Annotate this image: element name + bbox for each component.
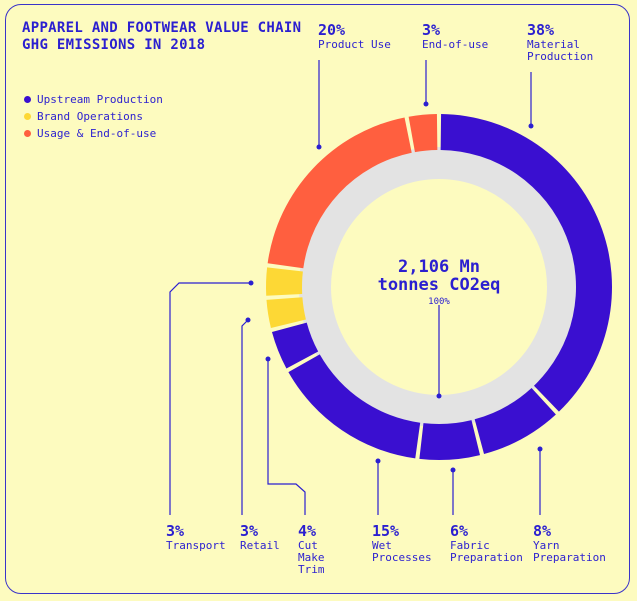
center-total: 2,106 Mn tonnes CO2eq 100% [339, 258, 539, 307]
label-product-use: 20% Product Use [318, 22, 391, 51]
name-yarn-preparation: Yarn Preparation [533, 539, 606, 564]
label-material-production: 38% Material Production [527, 22, 607, 63]
legend: Upstream Production Brand Operations Usa… [24, 91, 163, 142]
leader-transport [169, 282, 251, 515]
leader-retail-dot [245, 317, 251, 323]
name-fabric-preparation: Fabric Preparation [450, 539, 523, 564]
label-retail: 3% Retail [240, 523, 280, 552]
legend-label-upstream: Upstream Production [37, 93, 163, 106]
label-transport: 3% Transport [166, 523, 226, 552]
segment-transport [265, 267, 303, 296]
label-fabric-preparation: 6% Fabric Preparation [450, 523, 530, 564]
name-material-production: Material Production [527, 38, 594, 63]
leader-center-dot [436, 393, 442, 399]
leader-material-production-dot [528, 123, 534, 129]
pct-retail: 3% [240, 522, 259, 540]
legend-label-brand: Brand Operations [37, 110, 143, 123]
legend-item-brand: Brand Operations [24, 108, 163, 125]
name-cut-make-trim: Cut Make Trim [298, 539, 325, 576]
segment-material-production [440, 114, 612, 412]
leader-yarn-preparation-dot [537, 446, 543, 452]
pct-fabric-preparation: 6% [450, 522, 469, 540]
pct-product-use: 20% [318, 21, 346, 39]
legend-item-upstream: Upstream Production [24, 91, 163, 108]
legend-dot-brand [24, 113, 31, 120]
leader-cut-make-trim-dot [265, 356, 271, 362]
leader-end-of-use-dot [423, 101, 429, 107]
label-wet-processes: 15% Wet Processes [372, 523, 442, 564]
leader-fabric-preparation-dot [450, 467, 456, 473]
name-wet-processes: Wet Processes [372, 539, 432, 564]
label-yarn-preparation: 8% Yarn Preparation [533, 523, 618, 564]
leader-wet-processes-dot [375, 458, 381, 464]
label-end-of-use: 3% End-of-use [422, 22, 488, 51]
pct-end-of-use: 3% [422, 21, 441, 39]
chart-title: APPAREL AND FOOTWEAR VALUE CHAIN GHG EMI… [22, 20, 302, 53]
segment-fabric-preparation [419, 420, 481, 460]
legend-dot-usage [24, 130, 31, 137]
segment-product-use [267, 117, 412, 269]
pct-transport: 3% [166, 522, 185, 540]
center-sub: 100% [428, 297, 450, 307]
segment-yarn-preparation [474, 387, 556, 455]
pct-material-production: 38% [527, 21, 555, 39]
segment-end-of-use [408, 114, 438, 153]
name-product-use: Product Use [318, 38, 391, 51]
inner-ring [299, 147, 579, 427]
legend-dot-upstream [24, 96, 31, 103]
legend-item-usage: Usage & End-of-use [24, 125, 163, 142]
name-retail: Retail [240, 539, 280, 552]
name-end-of-use: End-of-use [422, 38, 489, 51]
name-transport: Transport [166, 539, 226, 552]
center-line2: tonnes CO2eq [377, 275, 501, 295]
leader-transport-dot [248, 280, 254, 286]
legend-label-usage: Usage & End-of-use [37, 127, 157, 140]
leader-cut-make-trim [267, 359, 306, 515]
pct-cut-make-trim: 4% [298, 522, 317, 540]
label-cut-make-trim: 4% Cut Make Trim [298, 523, 338, 576]
center-line1: 2,106 Mn [398, 257, 480, 277]
segment-wet-processes [288, 354, 421, 459]
pct-yarn-preparation: 8% [533, 522, 552, 540]
pct-wet-processes: 15% [372, 522, 400, 540]
leader-product-use-dot [316, 144, 322, 150]
leader-retail [241, 319, 249, 515]
segment-cut-make-trim [271, 322, 319, 369]
segment-retail [266, 297, 306, 329]
